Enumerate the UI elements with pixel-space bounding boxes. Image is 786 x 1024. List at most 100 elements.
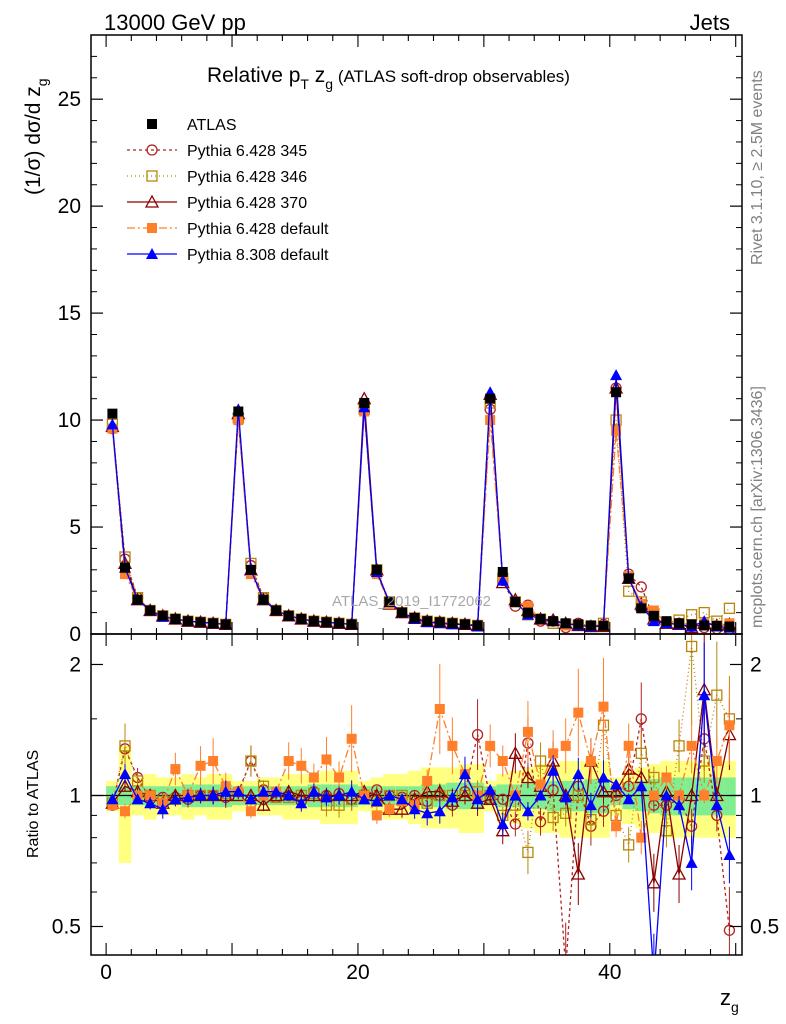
ratio-y-tick-label-right: 2 <box>750 653 762 676</box>
data-point-atlas <box>636 603 647 614</box>
ratio-point-pythia-8-308-default <box>270 785 283 797</box>
data-point-atlas <box>321 617 332 628</box>
data-point-atlas <box>611 387 622 398</box>
ratio-point-pythia-8-308-default <box>496 817 509 829</box>
data-point-pythia-8-308-default <box>106 418 119 430</box>
legend-label-atlas: ATLAS <box>187 117 237 134</box>
y-tick-label: 25 <box>58 88 81 111</box>
ratio-point-pythia-6-428-default <box>371 810 382 821</box>
ratio-point-pythia-6-428-346 <box>685 640 698 653</box>
ratio-point-pythia-6-428-346 <box>560 807 572 819</box>
main-title: Relative pT zg (ATLAS soft-drop observab… <box>207 64 570 92</box>
ratio-point-pythia-8-308-default <box>106 793 119 805</box>
data-point-pythia-6-428-default <box>611 425 622 436</box>
ratio-point-pythia-8-308-default <box>484 783 497 795</box>
data-point-atlas <box>648 610 659 621</box>
ratio-point-pythia-6-428-default <box>611 821 622 832</box>
ratio-point-pythia-8-308-default <box>547 764 560 776</box>
data-point-atlas <box>510 596 521 607</box>
ratio-point-pythia-8-308-default <box>408 803 421 815</box>
ratio-point-pythia-8-308-default <box>471 793 484 805</box>
data-point-atlas <box>623 573 634 584</box>
y-tick-label: 0 <box>69 623 81 646</box>
ratio-point-pythia-8-308-default <box>118 768 131 780</box>
ratio-point-pythia-8-308-default <box>144 797 157 809</box>
ratio-point-pythia-6-428-default <box>585 756 596 767</box>
ratio-point-pythia-6-428-default <box>195 760 206 771</box>
ratio-point-pythia-8-308-default <box>660 789 673 801</box>
data-point-atlas <box>699 620 710 631</box>
ratio-y-tick-label: 1 <box>69 784 81 807</box>
data-point-atlas <box>271 605 282 616</box>
legend-marker-pythia-6-428-default <box>147 223 157 233</box>
data-point-atlas <box>359 397 370 408</box>
data-point-pythia-6-428-default <box>119 569 130 580</box>
ratio-point-pythia-6-428-default <box>434 704 445 715</box>
ratio-point-pythia-8-308-default <box>156 803 169 815</box>
data-point-pythia-8-308-default <box>610 369 623 381</box>
legend: ATLAS Pythia 6.428 345 Pythia 6.428 346 Pyt… <box>127 117 329 264</box>
ratio-point-pythia-6-428-default <box>422 775 433 786</box>
ratio-point-pythia-6-428-370 <box>256 797 271 811</box>
main-plot-area <box>105 369 737 634</box>
data-point-pythia-6-428-346 <box>610 414 622 426</box>
ratio-point-pythia-6-428-345 <box>597 805 610 817</box>
ratio-point-pythia-8-308-default <box>421 807 434 819</box>
ratio-frame <box>90 633 743 956</box>
data-point-pythia-6-428-default <box>522 601 533 612</box>
ratio-point-pythia-6-428-370 <box>394 801 410 815</box>
y-tick-label: 5 <box>69 516 81 539</box>
ratio-plot-area <box>91 634 742 955</box>
ratio-point-pythia-6-428-370 <box>671 866 687 880</box>
ratio-point-pythia-8-308-default <box>307 785 320 797</box>
data-point-atlas <box>397 607 408 618</box>
data-point-atlas <box>585 620 596 631</box>
ratio-point-pythia-6-428-default <box>598 701 609 712</box>
data-point-atlas <box>686 619 697 630</box>
ratio-point-pythia-6-428-default <box>384 804 395 815</box>
data-point-atlas <box>346 619 357 630</box>
ratio-point-pythia-6-428-346 <box>623 839 635 851</box>
ratio-point-pythia-8-308-default <box>446 791 459 803</box>
ratio-point-pythia-6-428-default <box>334 772 345 783</box>
ratio-point-pythia-8-308-default <box>396 793 409 805</box>
ratio-point-pythia-8-308-default <box>673 799 686 811</box>
ratio-point-pythia-6-428-346 <box>547 811 559 824</box>
ratio-point-pythia-8-308-default <box>169 793 182 805</box>
legend-label-pythia-6-428-default: Pythia 6.428 default <box>187 221 329 238</box>
ratio-point-pythia-8-308-default <box>232 785 245 797</box>
data-point-atlas <box>334 618 345 629</box>
ratio-point-pythia-6-428-default <box>724 720 735 731</box>
ratio-point-pythia-8-308-default <box>333 789 346 801</box>
ratio-point-pythia-6-428-370 <box>432 784 447 798</box>
ratio-point-pythia-8-308-default <box>597 771 610 783</box>
ratio-point-pythia-6-428-370 <box>596 784 611 798</box>
data-point-atlas <box>535 614 546 625</box>
data-point-atlas <box>208 618 219 629</box>
main-y-axis-label: (1/σ) dσ/d zg <box>22 78 50 195</box>
ratio-point-pythia-8-308-default <box>131 793 144 805</box>
ratio-point-pythia-6-428-default <box>245 806 256 817</box>
x-tick-label: 0 <box>100 961 112 984</box>
ratio-point-pythia-6-428-default <box>522 726 533 737</box>
data-point-atlas <box>472 620 483 631</box>
data-point-pythia-6-428-345 <box>635 581 647 593</box>
ratio-point-pythia-8-308-default <box>584 799 597 811</box>
ratio-point-pythia-6-428-default <box>321 754 332 765</box>
ratio-point-pythia-6-428-default <box>648 790 659 801</box>
header-right: Jets <box>690 10 730 35</box>
data-point-atlas <box>459 619 470 630</box>
ratio-point-pythia-6-428-370 <box>646 875 661 889</box>
data-point-pythia-6-428-default <box>485 415 496 426</box>
legend-label-pythia-8-308-default: Pythia 8.308 default <box>187 247 329 264</box>
ratio-point-pythia-6-428-default <box>283 756 294 767</box>
ratio-point-pythia-6-428-370 <box>571 866 586 880</box>
data-point-atlas <box>661 616 672 627</box>
ratio-point-pythia-8-308-default <box>320 791 333 803</box>
data-point-pythia-8-308-default <box>496 574 509 586</box>
data-point-atlas <box>283 610 294 621</box>
legend-label-pythia-6-428-345: Pythia 6.428 345 <box>187 143 307 160</box>
ratio-y-tick-label: 0.5 <box>52 915 81 938</box>
legend-marker-pythia-8-308-default <box>146 248 158 259</box>
